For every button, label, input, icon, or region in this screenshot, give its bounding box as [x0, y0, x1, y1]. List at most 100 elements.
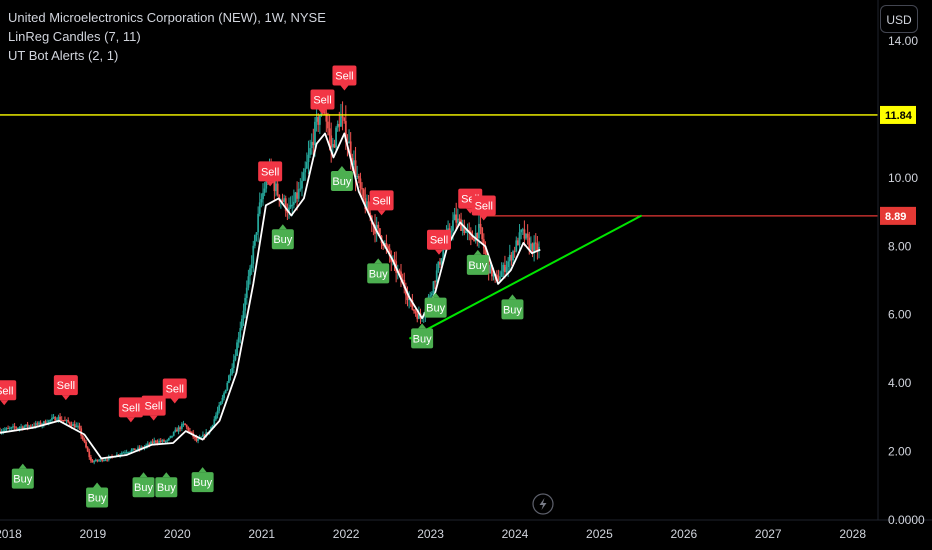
candle-body-51	[81, 435, 84, 440]
candle-body-102	[164, 441, 167, 443]
candle-body-134	[216, 410, 219, 416]
candle-body-7	[10, 427, 13, 429]
candle-body-222	[359, 178, 362, 189]
candle-body-308	[499, 277, 501, 281]
candle-body-299	[484, 248, 487, 255]
candle-body-49	[78, 425, 81, 429]
candle-body-16	[25, 424, 27, 427]
candle-body-285	[461, 225, 464, 231]
candle-body-143	[231, 367, 234, 374]
candle-body-110	[177, 427, 180, 432]
candle-body-247	[400, 271, 402, 280]
currency-button[interactable]: USD	[880, 5, 918, 33]
candle-body-265	[429, 295, 432, 297]
candle-body-76	[122, 452, 125, 454]
candle-body-317	[513, 251, 516, 253]
price-axis[interactable]: 0.0000 2.00 4.00 6.00 8.00 10.00 14.00	[888, 34, 925, 527]
signal-box	[330, 171, 353, 192]
candle-body-78	[125, 452, 128, 454]
candle-body-38	[60, 419, 63, 421]
candle-body-36	[57, 416, 60, 420]
candle-body-238	[385, 243, 388, 247]
linreg-smooth-line	[0, 132, 541, 460]
candle-body-135	[218, 405, 221, 411]
candle-body-87	[140, 447, 143, 449]
indicator-linreg-label[interactable]: LinReg Candles (7, 11)	[8, 29, 141, 44]
candle-body-267	[432, 281, 435, 294]
candle-body-59	[94, 459, 97, 462]
signal-box	[424, 297, 447, 318]
sell-signal-5: Sell	[258, 161, 283, 187]
candle-body-48	[77, 425, 79, 427]
price-badge-11-84: 11.84	[880, 105, 916, 124]
signal-label: Buy	[273, 234, 292, 246]
candle-body-90	[145, 445, 148, 447]
candle-body-133	[215, 415, 217, 420]
signal-pointer	[93, 482, 102, 488]
candle-body-291	[471, 234, 474, 240]
candle-body-201	[325, 113, 328, 122]
candle-body-202	[327, 121, 329, 129]
candle-body-118	[190, 431, 193, 433]
candle-body-298	[482, 239, 485, 249]
candle-body-325	[526, 233, 529, 238]
candle-body-215	[348, 141, 350, 144]
candle-body-293	[474, 232, 477, 242]
candle-body-24	[38, 422, 40, 425]
candle-body-44	[70, 424, 73, 427]
signal-label: Buy	[503, 304, 522, 316]
candle-body-197	[318, 115, 321, 125]
lightning-icon[interactable]	[532, 493, 554, 515]
candle-body-97	[156, 442, 159, 444]
candle-body-292	[473, 239, 475, 242]
buy-signal-12: Buy	[11, 463, 34, 489]
candle-body-61	[98, 460, 100, 462]
candle-body-193	[312, 141, 315, 146]
candle-body-8	[12, 426, 14, 428]
candle-body-268	[434, 281, 437, 283]
overlay-layer	[0, 114, 878, 460]
candle-body-10	[15, 427, 18, 429]
candle-body-91	[146, 443, 149, 446]
candle-body-3	[3, 429, 6, 431]
signal-pointer	[170, 398, 179, 404]
signal-pointer	[374, 258, 383, 264]
time-tick-1: 2019	[80, 527, 107, 541]
signal-box	[310, 89, 335, 110]
candle-body-65	[104, 459, 107, 461]
chart-legend: United Microelectronics Corporation (NEW…	[8, 8, 326, 65]
candle-body-63	[101, 459, 104, 461]
signal-label: Buy	[369, 268, 388, 280]
badge-label: 11.84	[885, 110, 913, 122]
signal-pointer	[149, 415, 158, 421]
candle-body-206	[333, 144, 336, 148]
candle-body-254	[411, 300, 414, 310]
indicator-utbot-label[interactable]: UT Bot Alerts (2, 1)	[8, 48, 119, 63]
candle-body-186	[301, 180, 303, 189]
candle-body-6	[8, 427, 11, 429]
candle-body-322	[521, 229, 524, 231]
candle-body-137	[221, 397, 224, 402]
candle-body-178	[288, 207, 290, 213]
time-tick-3: 2021	[248, 527, 275, 541]
signal-pointer	[418, 323, 427, 329]
time-axis[interactable]: 2018 2019 2020 2021 2022 2023 2024 2025 2026 2027…	[0, 527, 866, 541]
signal-label: Buy	[413, 333, 432, 345]
candle-body-120	[193, 436, 196, 438]
signal-pointer	[139, 472, 148, 478]
candle-body-209	[338, 123, 341, 127]
candle-body-172	[278, 194, 281, 201]
buy-signal-16: Buy	[191, 467, 214, 493]
time-tick-7: 2025	[586, 527, 613, 541]
candle-body-304	[492, 273, 495, 277]
candle-body-55	[88, 451, 91, 458]
symbol-title[interactable]: United Microelectronics Corporation (NEW…	[8, 10, 326, 25]
candle-body-125	[202, 434, 204, 437]
signal-label: Buy	[157, 482, 176, 494]
candle-body-40	[64, 420, 66, 422]
candle-body-224	[362, 189, 365, 199]
signal-label: Buy	[468, 260, 487, 272]
candle-body-283	[458, 218, 461, 220]
